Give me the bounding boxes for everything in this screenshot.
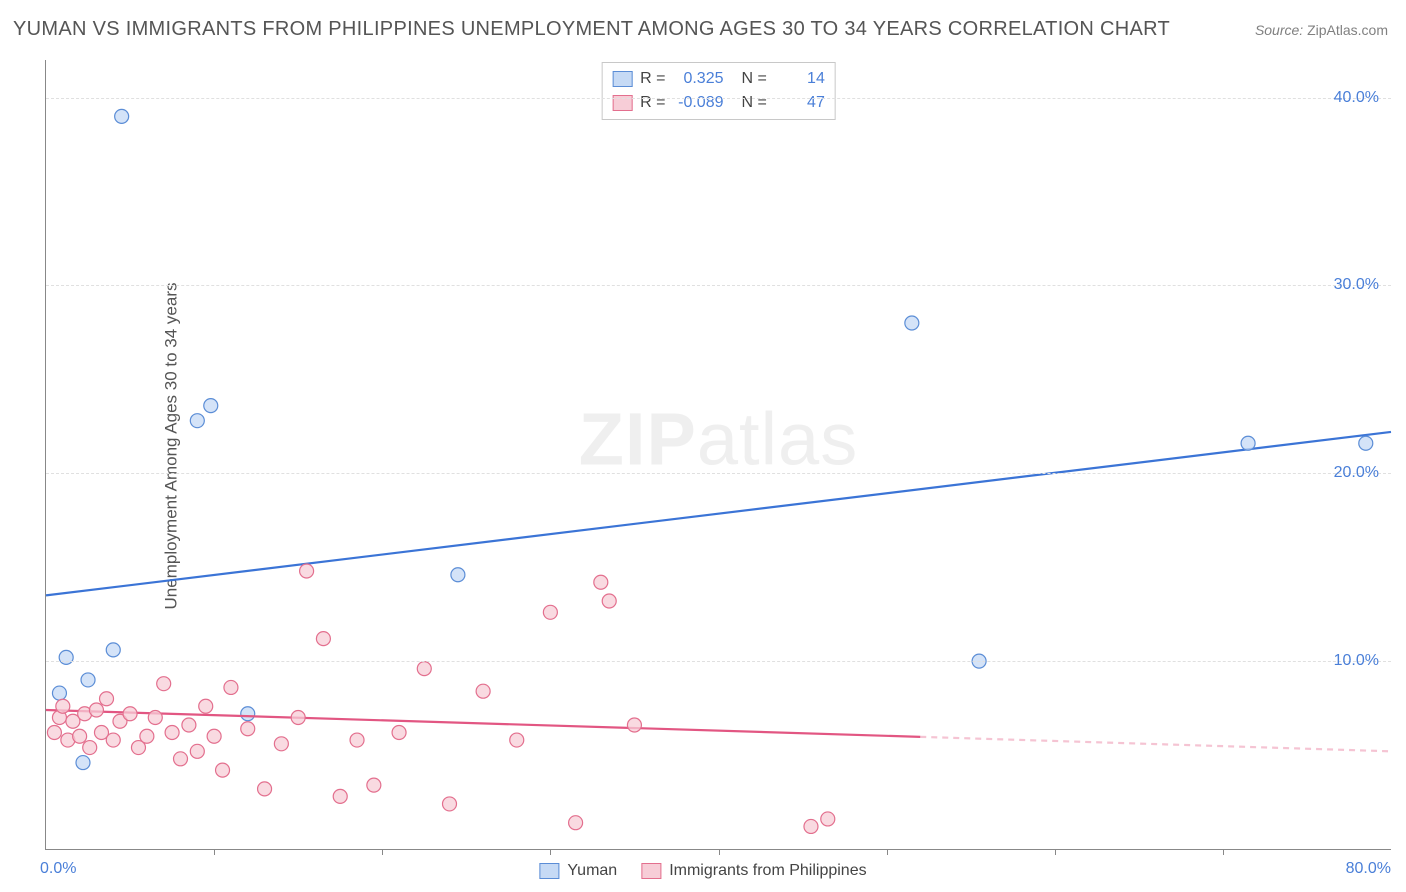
x-tick	[719, 849, 720, 855]
scatter-point	[123, 707, 137, 721]
x-tick	[214, 849, 215, 855]
scatter-point	[140, 729, 154, 743]
scatter-point	[76, 756, 90, 770]
scatter-point	[1359, 436, 1373, 450]
scatter-point	[207, 729, 221, 743]
scatter-point	[443, 797, 457, 811]
scatter-point	[476, 684, 490, 698]
x-tick	[1223, 849, 1224, 855]
scatter-point	[510, 733, 524, 747]
y-tick-label: 20.0%	[1334, 464, 1379, 482]
scatter-point	[115, 109, 129, 123]
scatter-point	[543, 605, 557, 619]
scatter-point	[165, 726, 179, 740]
scatter-point	[367, 778, 381, 792]
gridline	[46, 661, 1391, 662]
scatter-point	[216, 763, 230, 777]
legend-swatch	[641, 863, 661, 879]
gridline	[46, 285, 1391, 286]
scatter-point	[199, 699, 213, 713]
x-axis-min-label: 0.0%	[40, 860, 76, 878]
trend-line	[46, 432, 1391, 595]
chart-title: YUMAN VS IMMIGRANTS FROM PHILIPPINES UNE…	[13, 18, 1170, 41]
series-legend: Yuman Immigrants from Philippines	[539, 862, 866, 880]
gridline	[46, 98, 1391, 99]
x-tick	[1055, 849, 1056, 855]
x-tick	[887, 849, 888, 855]
scatter-point	[190, 744, 204, 758]
scatter-point	[100, 692, 114, 706]
scatter-point	[594, 575, 608, 589]
scatter-point	[300, 564, 314, 578]
scatter-point	[56, 699, 70, 713]
legend-label: Yuman	[567, 862, 617, 880]
scatter-point	[182, 718, 196, 732]
source-value: ZipAtlas.com	[1307, 22, 1388, 38]
scatter-point	[47, 726, 61, 740]
y-tick-label: 10.0%	[1334, 652, 1379, 670]
scatter-point	[569, 816, 583, 830]
y-tick-label: 30.0%	[1334, 276, 1379, 294]
scatter-point	[224, 680, 238, 694]
scatter-point	[190, 414, 204, 428]
scatter-point	[81, 673, 95, 687]
scatter-point	[451, 568, 465, 582]
source-label: Source:	[1255, 22, 1303, 38]
scatter-svg	[46, 60, 1391, 849]
y-tick-label: 40.0%	[1334, 89, 1379, 107]
scatter-point	[417, 662, 431, 676]
scatter-point	[204, 399, 218, 413]
scatter-point	[157, 677, 171, 691]
scatter-point	[333, 789, 347, 803]
trend-line-dashed	[920, 737, 1391, 751]
scatter-point	[602, 594, 616, 608]
scatter-point	[73, 729, 87, 743]
scatter-point	[291, 711, 305, 725]
scatter-point	[148, 711, 162, 725]
scatter-point	[59, 650, 73, 664]
chart-plot-area: ZIPatlas R =0.325N =14R =-0.089N =47 10.…	[45, 60, 1391, 850]
scatter-point	[52, 686, 66, 700]
legend-swatch	[539, 863, 559, 879]
scatter-point	[1241, 436, 1255, 450]
scatter-point	[241, 722, 255, 736]
scatter-point	[89, 703, 103, 717]
source-attribution: Source: ZipAtlas.com	[1255, 22, 1388, 38]
scatter-point	[83, 741, 97, 755]
scatter-point	[804, 819, 818, 833]
x-axis-max-label: 80.0%	[1346, 860, 1391, 878]
scatter-point	[241, 707, 255, 721]
scatter-point	[627, 718, 641, 732]
gridline	[46, 473, 1391, 474]
scatter-point	[905, 316, 919, 330]
scatter-point	[392, 726, 406, 740]
scatter-point	[106, 733, 120, 747]
scatter-point	[350, 733, 364, 747]
scatter-point	[174, 752, 188, 766]
x-tick	[382, 849, 383, 855]
x-tick	[550, 849, 551, 855]
scatter-point	[274, 737, 288, 751]
legend-item: Yuman	[539, 862, 617, 880]
legend-label: Immigrants from Philippines	[669, 862, 866, 880]
scatter-point	[821, 812, 835, 826]
scatter-point	[316, 632, 330, 646]
scatter-point	[106, 643, 120, 657]
scatter-point	[258, 782, 272, 796]
legend-item: Immigrants from Philippines	[641, 862, 866, 880]
